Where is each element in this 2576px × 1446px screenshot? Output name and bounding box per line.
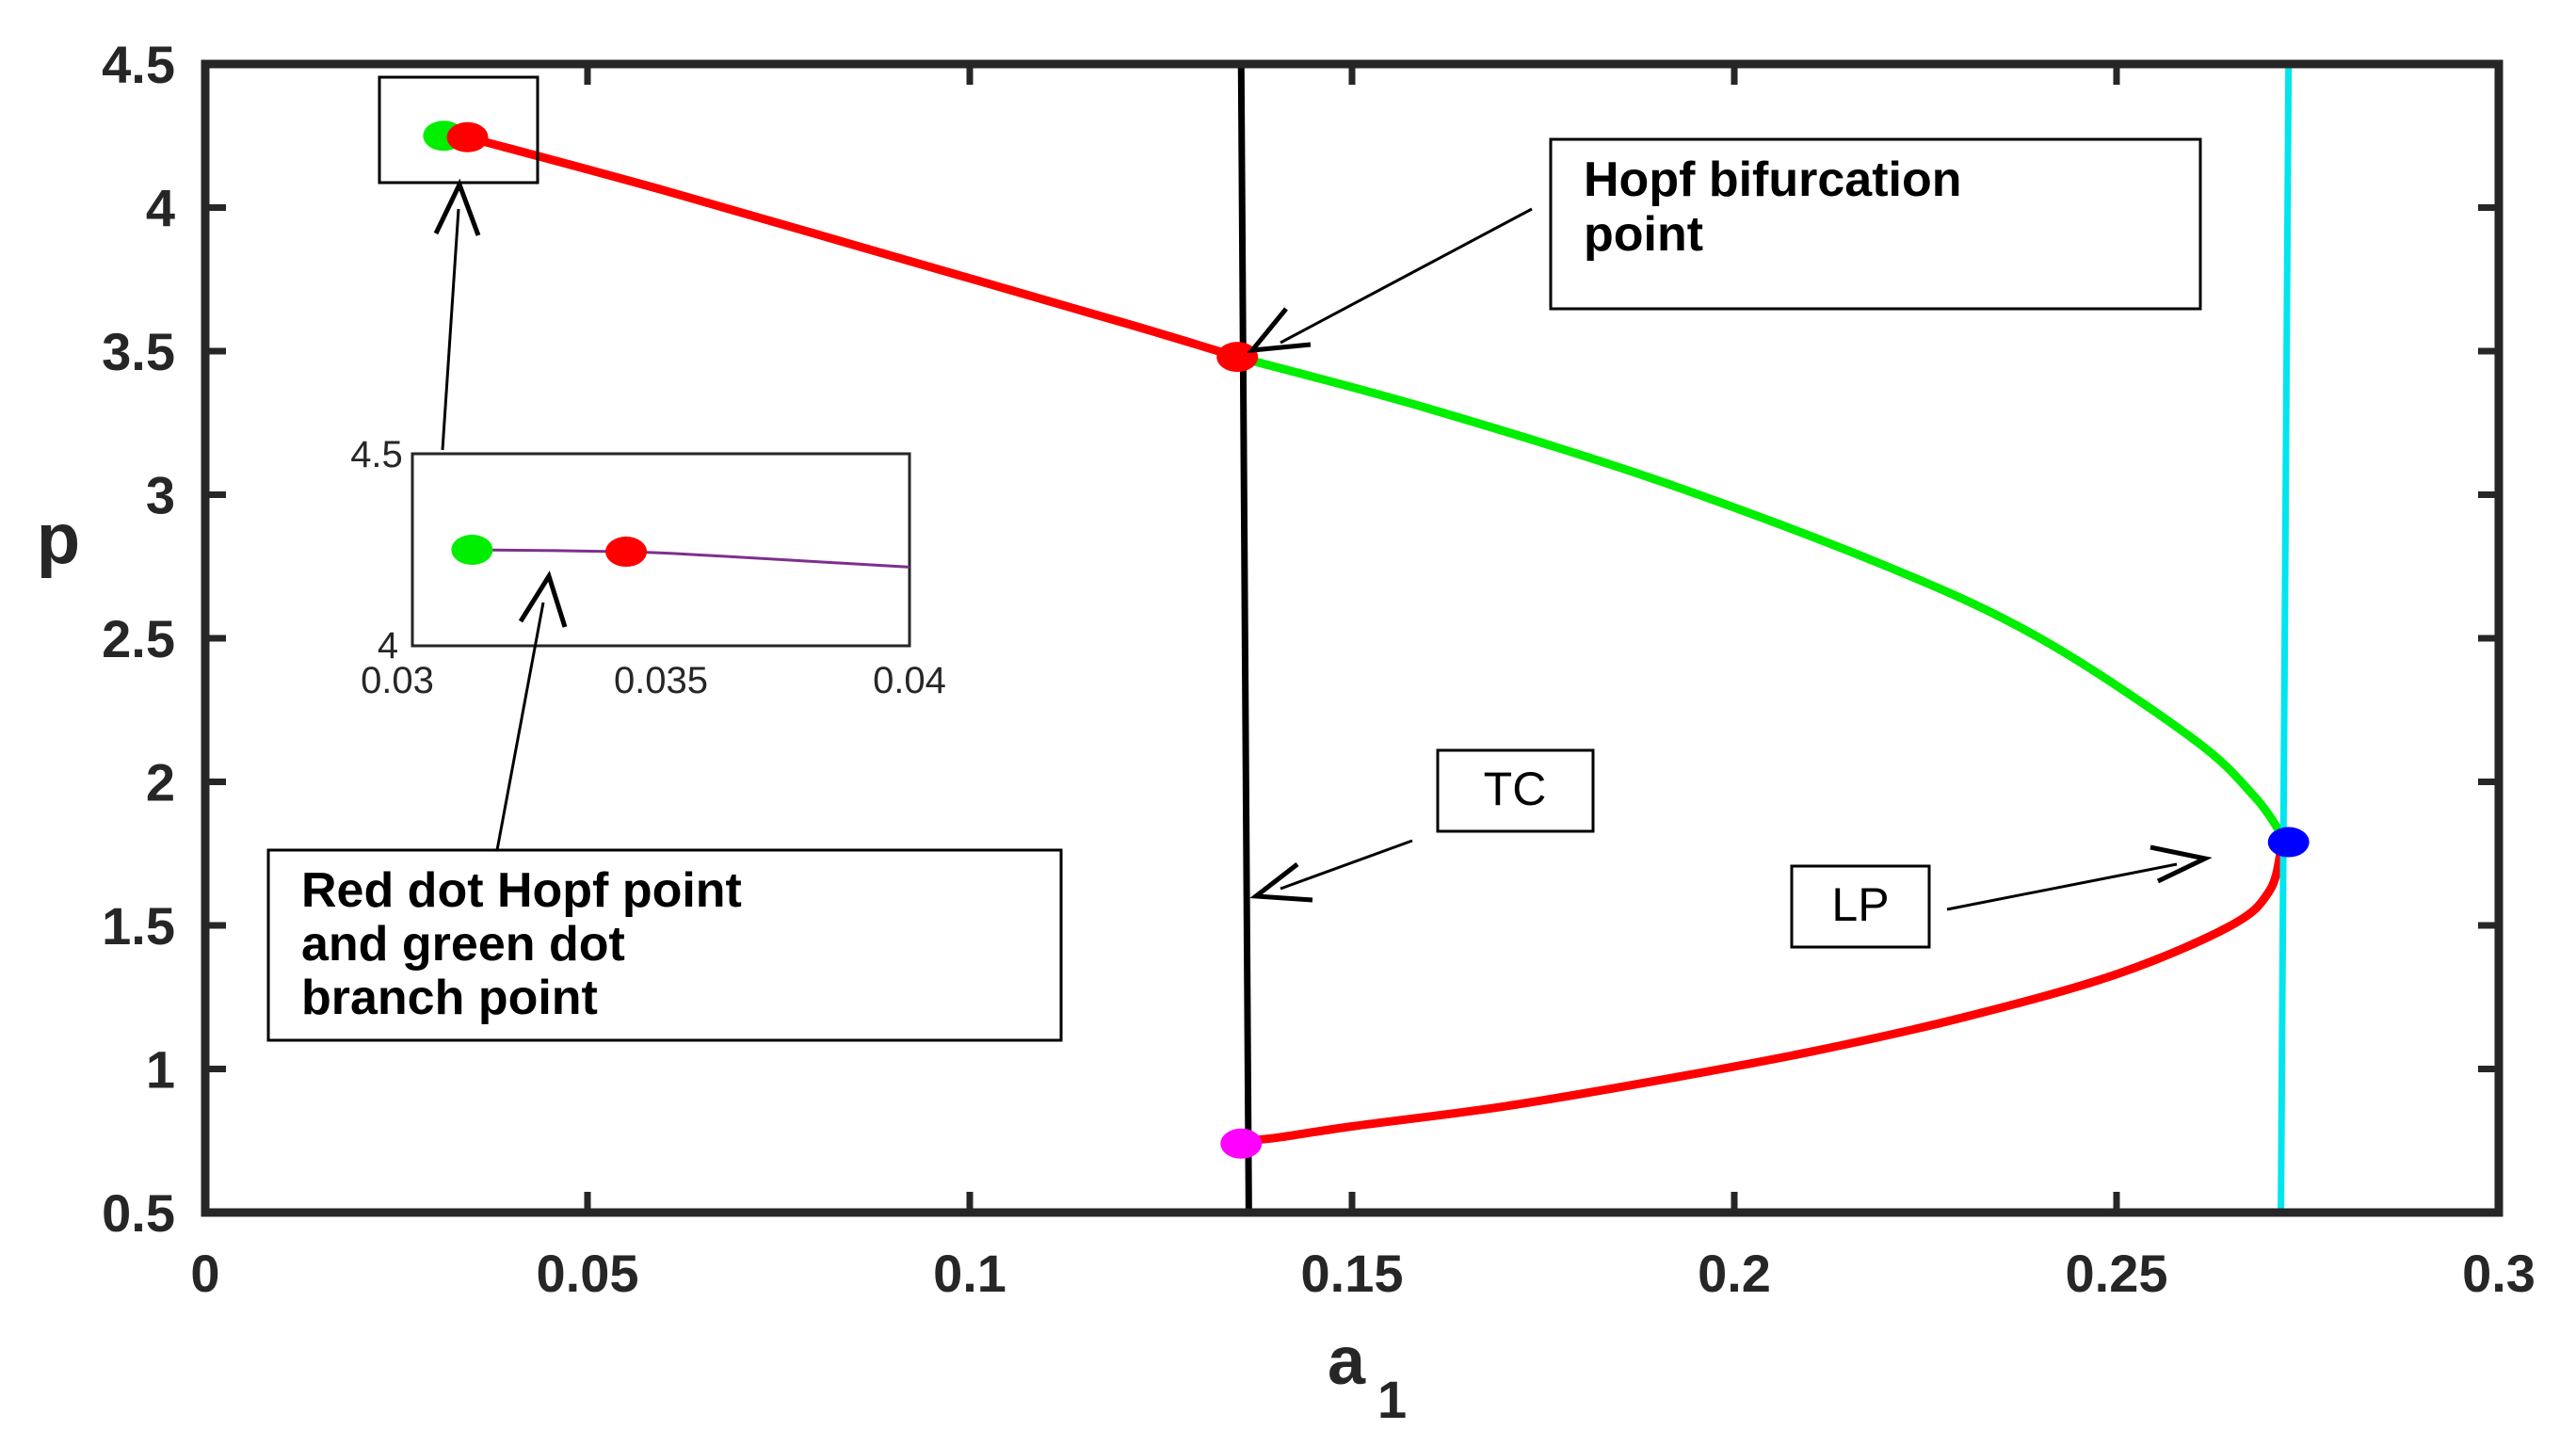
y-tick-label: 4.5 [102,35,175,94]
annotation-arrows [433,178,2213,911]
arrow-zoom-shaft [441,208,460,451]
inset-x-tick-0.04: 0.04 [873,660,946,701]
inset-x-tick-0.03: 0.03 [361,660,434,701]
data-point [446,121,489,153]
x-tick-label: 0.3 [2462,1244,2536,1303]
x-tick-label: 0.1 [933,1244,1006,1303]
y-tick-label: 1.5 [102,896,175,956]
note-annotation-line-3: branch point [301,971,598,1025]
y-tick-labels: 0.5 1 1.5 2 2.5 3 3.5 4 4.5 [102,35,175,1243]
arrow-tc-head [1249,862,1313,903]
y-tick-label: 2.5 [102,609,175,668]
inset-plot: 4.5 4 0.03 0.035 0.04 [350,434,946,701]
note-annotation-line-1: Red dot Hopf point [301,863,742,918]
curves [463,133,2286,1146]
data-point [1220,1128,1263,1159]
series-line-1 [463,133,1242,362]
series-line-3 [1236,846,2286,1146]
lp-annotation-box [1790,864,1931,949]
inset-curve [472,548,910,569]
x-tick-label: 0.2 [1698,1244,1771,1303]
y-tick-label: 4 [146,179,175,238]
arrow-zoom-head [433,178,481,236]
vertical-lines [1237,63,2293,1213]
y-axis-label: p [37,499,80,579]
note-annotation-line-2: and green dot [301,917,625,972]
y-tick-label: 0.5 [102,1183,175,1243]
y-tick-label: 1 [146,1040,175,1100]
x-tick-label: 0.25 [2066,1244,2168,1303]
y-tick-label: 3 [146,466,175,525]
x-axis-label: a [1328,1324,1366,1399]
hopf-annotation-line-2: point [1584,207,1703,262]
tc-annotation-label: TC [1484,763,1547,815]
arrow-hopf-shaft [1280,207,1533,345]
inset-data-point [605,537,648,568]
hopf-annotation-box [1549,137,2202,311]
tc-annotation-box [1436,748,1595,833]
arrow-lp-head [2149,844,2213,884]
inset-y-tick-4: 4 [378,625,398,667]
plot-frame [201,59,2504,1217]
arrow-note-head [518,570,568,628]
lp-annotation-label: LP [1831,878,1889,931]
data-point [2267,827,2310,858]
arrow-lp-shaft [1946,862,2178,911]
x-tick-label: 0.15 [1301,1244,1404,1303]
x-tick-labels: 0 0.05 0.1 0.15 0.2 0.25 0.3 [190,1244,2536,1303]
arrow-note-shaft [495,602,545,851]
arrow-tc-shaft [1280,839,1413,891]
inset-content [451,535,910,569]
points [423,120,2310,1159]
arrow-hopf-head [1247,307,1312,354]
y-tick-label: 2 [146,753,175,812]
x-tick-label: 0.05 [537,1244,639,1303]
inset-y-tick-4.5: 4.5 [350,434,403,475]
data-point [1216,342,1259,373]
inset-data-point [451,535,493,565]
lp-vertical-line [2278,63,2293,1213]
y-tick-label: 3.5 [102,322,175,381]
x-tick-label: 0 [190,1244,219,1303]
series-line-2 [1232,352,2286,838]
inset-x-tick-0.035: 0.035 [614,660,708,701]
tc-vertical-line [1237,63,1252,1213]
x-axis-label-subscript: 1 [1377,1370,1407,1429]
hopf-annotation-line-1: Hopf bifurcation [1584,153,1962,207]
note-annotation-box [266,848,1063,1042]
